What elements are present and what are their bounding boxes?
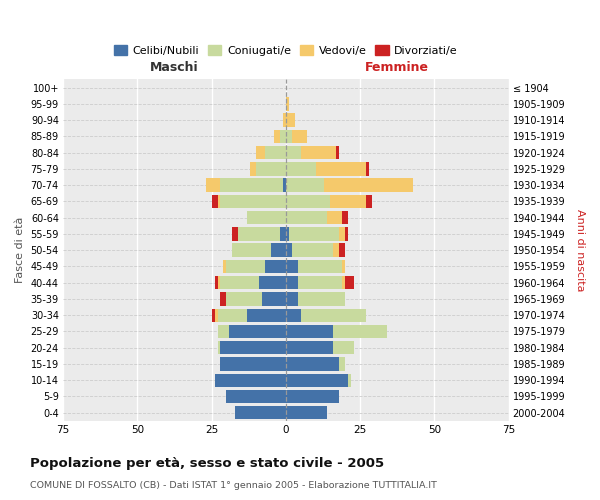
- Bar: [334, 325, 387, 338]
- Bar: [339, 227, 345, 240]
- Bar: [212, 194, 218, 208]
- Bar: [220, 276, 259, 289]
- Bar: [286, 194, 331, 208]
- Y-axis label: Anni di nascita: Anni di nascita: [575, 209, 585, 292]
- Bar: [223, 260, 226, 273]
- Bar: [262, 292, 286, 306]
- Bar: [286, 308, 301, 322]
- Legend: Celibi/Nubili, Coniugati/e, Vedovi/e, Divorziati/e: Celibi/Nubili, Coniugati/e, Vedovi/e, Di…: [109, 40, 463, 60]
- Bar: [286, 374, 348, 387]
- Bar: [286, 114, 295, 127]
- Bar: [334, 341, 354, 354]
- Bar: [298, 260, 342, 273]
- Bar: [215, 276, 218, 289]
- Bar: [238, 227, 280, 240]
- Bar: [265, 260, 286, 273]
- Bar: [336, 146, 339, 160]
- Bar: [342, 211, 348, 224]
- Bar: [298, 292, 345, 306]
- Bar: [256, 146, 265, 160]
- Bar: [286, 260, 298, 273]
- Bar: [280, 130, 286, 143]
- Bar: [256, 162, 286, 175]
- Bar: [229, 325, 286, 338]
- Bar: [220, 358, 286, 370]
- Bar: [286, 358, 339, 370]
- Bar: [286, 162, 316, 175]
- Bar: [215, 308, 218, 322]
- Bar: [316, 162, 366, 175]
- Bar: [286, 390, 339, 403]
- Bar: [366, 194, 372, 208]
- Bar: [286, 244, 292, 257]
- Bar: [342, 260, 345, 273]
- Y-axis label: Fasce di età: Fasce di età: [15, 217, 25, 284]
- Bar: [286, 211, 328, 224]
- Bar: [331, 194, 366, 208]
- Bar: [220, 292, 226, 306]
- Bar: [345, 276, 354, 289]
- Bar: [286, 276, 298, 289]
- Bar: [348, 374, 351, 387]
- Bar: [286, 178, 325, 192]
- Bar: [218, 325, 229, 338]
- Text: Popolazione per età, sesso e stato civile - 2005: Popolazione per età, sesso e stato civil…: [30, 458, 384, 470]
- Bar: [325, 178, 413, 192]
- Bar: [247, 211, 286, 224]
- Bar: [286, 292, 298, 306]
- Bar: [265, 146, 286, 160]
- Bar: [218, 194, 220, 208]
- Bar: [286, 227, 289, 240]
- Bar: [286, 97, 289, 110]
- Bar: [232, 244, 271, 257]
- Bar: [271, 244, 286, 257]
- Bar: [366, 162, 369, 175]
- Bar: [232, 227, 238, 240]
- Bar: [215, 374, 286, 387]
- Bar: [226, 292, 262, 306]
- Bar: [235, 406, 286, 419]
- Bar: [339, 358, 345, 370]
- Bar: [226, 390, 286, 403]
- Bar: [218, 308, 247, 322]
- Bar: [301, 308, 366, 322]
- Bar: [220, 178, 283, 192]
- Bar: [218, 341, 220, 354]
- Text: Femmine: Femmine: [365, 61, 429, 74]
- Bar: [342, 276, 345, 289]
- Bar: [286, 130, 292, 143]
- Bar: [339, 244, 345, 257]
- Bar: [259, 276, 286, 289]
- Bar: [226, 260, 265, 273]
- Bar: [283, 178, 286, 192]
- Bar: [212, 308, 215, 322]
- Text: Maschi: Maschi: [150, 61, 199, 74]
- Bar: [283, 114, 286, 127]
- Bar: [220, 194, 286, 208]
- Bar: [334, 244, 339, 257]
- Bar: [274, 130, 280, 143]
- Bar: [298, 276, 342, 289]
- Bar: [206, 178, 220, 192]
- Bar: [301, 146, 336, 160]
- Text: COMUNE DI FOSSALTO (CB) - Dati ISTAT 1° gennaio 2005 - Elaborazione TUTTITALIA.I: COMUNE DI FOSSALTO (CB) - Dati ISTAT 1° …: [30, 480, 437, 490]
- Bar: [286, 325, 334, 338]
- Bar: [345, 227, 348, 240]
- Bar: [250, 162, 256, 175]
- Bar: [286, 341, 334, 354]
- Bar: [289, 227, 339, 240]
- Bar: [328, 211, 342, 224]
- Bar: [220, 341, 286, 354]
- Bar: [286, 406, 328, 419]
- Bar: [286, 146, 301, 160]
- Bar: [247, 308, 286, 322]
- Bar: [280, 227, 286, 240]
- Bar: [292, 130, 307, 143]
- Bar: [292, 244, 334, 257]
- Bar: [218, 276, 220, 289]
